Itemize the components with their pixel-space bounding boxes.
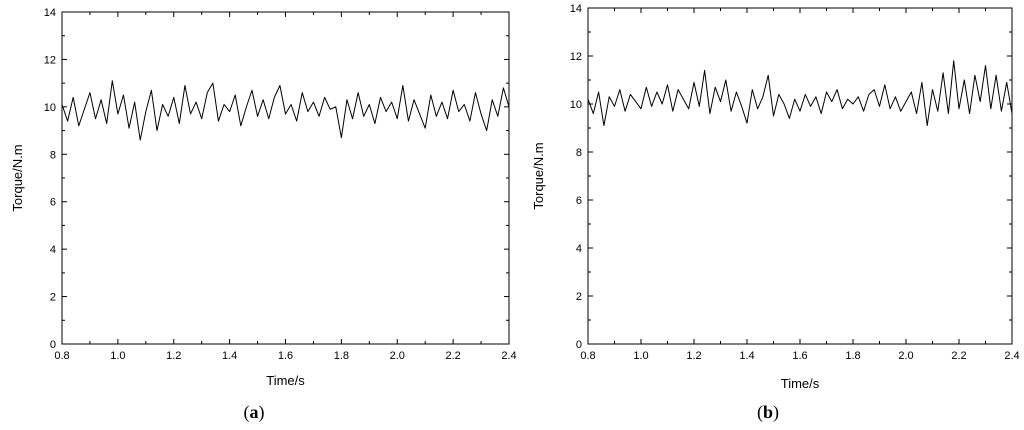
x-tick-label: 0.8 (580, 350, 595, 362)
x-tick-label: 2.2 (445, 350, 460, 362)
y-tick-label: 6 (576, 195, 582, 207)
y-tick-label: 12 (570, 51, 582, 63)
x-tick-label: 1.6 (792, 350, 807, 362)
x-tick-label: 2.4 (501, 350, 516, 362)
y-axis-title: Torque/N.m (10, 144, 25, 211)
y-tick-label: 10 (570, 99, 582, 111)
y-tick-label: 0 (50, 339, 56, 351)
x-tick-label: 1.2 (686, 350, 701, 362)
x-tick-label: 1.4 (739, 350, 754, 362)
x-tick-label: 1.2 (166, 350, 181, 362)
x-tick-label: 1.8 (845, 350, 860, 362)
y-tick-label: 14 (44, 7, 56, 19)
x-tick-label: 2.0 (898, 350, 913, 362)
torque-series-line (61, 80, 510, 141)
x-axis-title: Time/s (266, 373, 305, 388)
x-tick-label: 0.8 (54, 350, 69, 362)
y-tick-label: 8 (50, 149, 56, 161)
y-tick-label: 2 (50, 292, 56, 304)
y-axis-title: Torque/N.m (531, 142, 546, 209)
y-tick-label: 6 (50, 197, 56, 209)
chart-panel-a: 0.8 1.0 1.2 1.4 1.6 1.8 2.0 2.2 2.4 0 2 4 6 8 10 12 14 Ti… (10, 7, 517, 423)
y-tick-label: 4 (50, 244, 56, 256)
y-tick-label: 14 (570, 3, 582, 15)
x-axis-title: Time/s (781, 376, 820, 391)
y-tick-label: 12 (44, 54, 56, 66)
x-tick-label: 2.4 (1004, 350, 1019, 362)
y-tick-label: 10 (44, 102, 56, 114)
torque-series-line (587, 60, 1013, 127)
y-tick-label: 4 (576, 243, 582, 255)
x-tick-label: 1.0 (110, 350, 125, 362)
y-tick-label: 2 (576, 291, 582, 303)
x-tick-label: 1.0 (633, 350, 648, 362)
x-tick-label: 2.2 (951, 350, 966, 362)
x-tick-label: 1.6 (278, 350, 293, 362)
x-tick-label: 2.0 (390, 350, 405, 362)
panel-label: (b) (757, 402, 779, 423)
y-tick-label: 8 (576, 147, 582, 159)
y-tick-label: 0 (576, 339, 582, 351)
x-tick-label: 1.8 (334, 350, 349, 362)
chart-panel-b: 0.8 1.0 1.2 1.4 1.6 1.8 2.0 2.2 2.4 0 2 4 6 8 10 12 14 Ti… (531, 3, 1020, 423)
plot-frame (587, 7, 1013, 345)
x-tick-label: 1.4 (222, 350, 237, 362)
panel-label: (a) (244, 402, 265, 423)
plot-frame (61, 11, 510, 345)
